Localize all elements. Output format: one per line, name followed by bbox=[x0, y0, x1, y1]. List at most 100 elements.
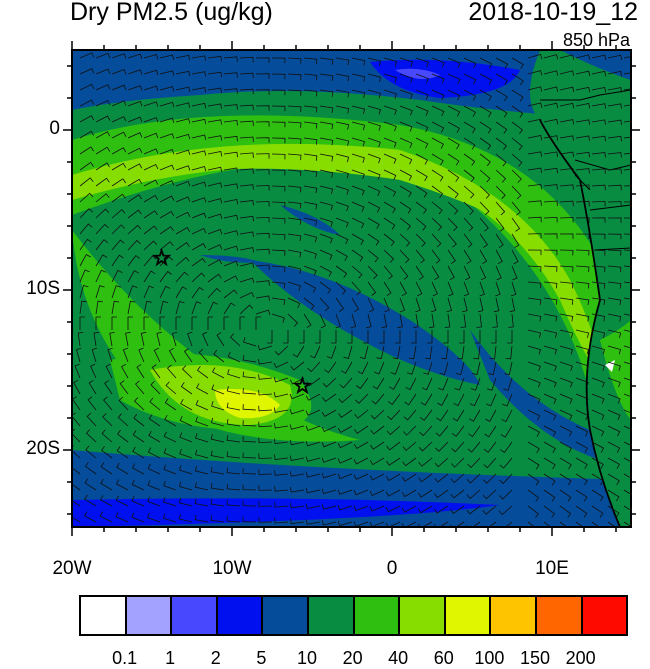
wind-barb bbox=[607, 70, 623, 77]
wind-barb bbox=[543, 489, 556, 502]
wind-barb bbox=[111, 300, 120, 315]
wind-barb bbox=[229, 333, 241, 347]
wind-barb bbox=[399, 265, 409, 280]
wind-barb bbox=[207, 259, 223, 267]
wind-barb bbox=[239, 136, 254, 143]
wind-barb bbox=[79, 177, 94, 187]
wind-barb bbox=[159, 270, 172, 283]
wind-barb bbox=[434, 505, 449, 514]
wind-barb bbox=[258, 389, 273, 396]
wind-barb bbox=[271, 217, 286, 224]
wind-barb bbox=[309, 345, 321, 359]
wind-barb bbox=[591, 54, 607, 61]
wind-barb bbox=[271, 265, 286, 273]
wind-barb bbox=[575, 281, 590, 289]
wind-barb bbox=[500, 425, 513, 438]
wind-barb bbox=[498, 489, 513, 500]
wind-barb bbox=[287, 137, 302, 145]
wind-barb bbox=[421, 377, 433, 391]
wind-barb bbox=[623, 217, 631, 219]
wind-barb bbox=[511, 201, 521, 216]
wind-barb bbox=[86, 412, 97, 427]
wind-barb bbox=[79, 208, 93, 219]
wind-barb bbox=[543, 184, 558, 190]
wind-barb bbox=[415, 185, 428, 198]
wind-barb bbox=[476, 313, 482, 328]
wind-barb bbox=[242, 484, 257, 491]
wind-barb bbox=[72, 461, 81, 475]
wind-barb bbox=[289, 393, 305, 400]
wind-barb bbox=[431, 57, 445, 68]
wind-barb bbox=[478, 297, 484, 313]
wind-barb bbox=[367, 105, 381, 115]
wind-barb bbox=[289, 408, 305, 415]
wind-barb bbox=[510, 281, 517, 297]
wind-barb bbox=[559, 361, 573, 371]
wind-barb bbox=[543, 135, 559, 141]
wind-barb bbox=[239, 215, 254, 222]
wind-barb bbox=[455, 361, 465, 376]
colorbar-swatch bbox=[580, 595, 629, 636]
wind-barb bbox=[446, 297, 452, 313]
star-marker bbox=[151, 247, 172, 267]
wind-barb bbox=[207, 228, 223, 235]
wind-barb bbox=[623, 377, 631, 381]
wind-barb bbox=[175, 86, 191, 93]
wind-barb bbox=[527, 70, 543, 76]
wind-barb bbox=[131, 479, 145, 491]
wind-barb bbox=[335, 105, 350, 114]
wind-barb bbox=[413, 313, 419, 328]
wind-barb bbox=[255, 248, 270, 255]
wind-barb bbox=[226, 435, 241, 443]
wind-barb bbox=[289, 424, 305, 430]
wind-barb bbox=[403, 409, 417, 421]
wind-barb bbox=[415, 153, 428, 165]
wind-barb bbox=[543, 313, 558, 322]
wind-barb bbox=[319, 265, 332, 277]
colorbar-swatch bbox=[170, 595, 218, 636]
wind-barb bbox=[239, 231, 254, 237]
wind-barb bbox=[95, 254, 108, 267]
wind-barb bbox=[383, 217, 396, 230]
wind-barb bbox=[223, 245, 239, 252]
wind-barb bbox=[418, 473, 433, 483]
wind-barb bbox=[191, 181, 207, 188]
wind-barb bbox=[72, 428, 81, 443]
wind-barb bbox=[303, 121, 318, 129]
wind-barb bbox=[411, 330, 417, 344]
wind-barb bbox=[149, 397, 161, 411]
wind-barb bbox=[335, 233, 349, 245]
wind-barb bbox=[385, 473, 401, 482]
wind-barb bbox=[559, 313, 574, 322]
wind-barb bbox=[133, 413, 145, 427]
wind-barb bbox=[255, 105, 270, 111]
wind-barb bbox=[79, 146, 94, 155]
wind-barb bbox=[479, 57, 493, 69]
wind-barb bbox=[479, 153, 491, 167]
wind-barb bbox=[239, 262, 255, 268]
wind-barb bbox=[319, 249, 333, 260]
wind-barb bbox=[354, 409, 369, 419]
wind-barb bbox=[258, 453, 273, 459]
wind-barb bbox=[213, 349, 225, 363]
wind-barb bbox=[350, 313, 357, 329]
wind-barb bbox=[191, 301, 202, 315]
wind-barb bbox=[463, 185, 475, 199]
wind-barb bbox=[543, 151, 558, 157]
wind-barb bbox=[367, 73, 382, 83]
map-frame bbox=[71, 49, 632, 528]
wind-barb bbox=[159, 101, 175, 108]
wind-barb bbox=[319, 281, 332, 294]
wind-barb bbox=[255, 264, 270, 271]
wind-barb bbox=[95, 131, 111, 139]
wind-barb bbox=[511, 137, 523, 151]
wind-barb bbox=[195, 400, 209, 411]
wind-barb bbox=[147, 496, 161, 507]
wind-barb bbox=[479, 265, 487, 281]
wind-barb bbox=[543, 167, 558, 174]
wind-barb bbox=[147, 447, 161, 459]
wind-barb bbox=[287, 169, 302, 177]
wind-barb bbox=[271, 121, 286, 128]
wind-barb bbox=[111, 209, 126, 219]
wind-barb bbox=[404, 393, 417, 406]
